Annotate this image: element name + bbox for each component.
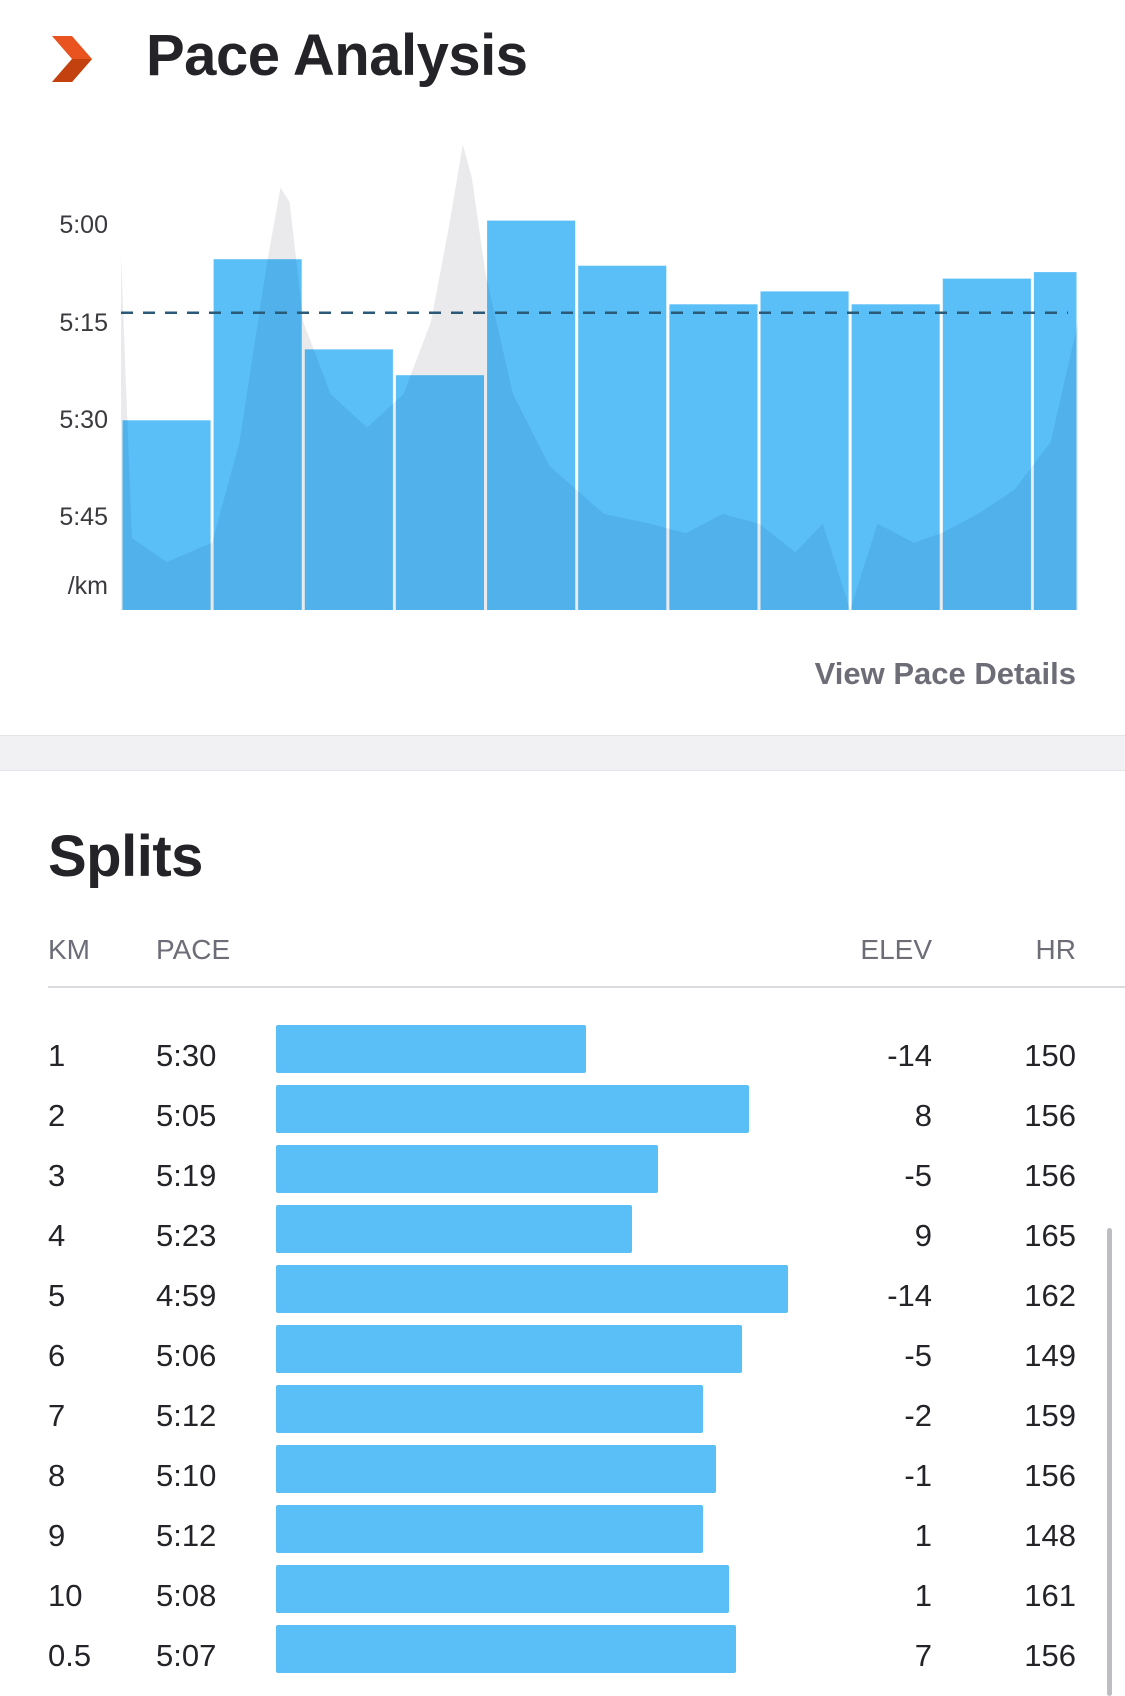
split-pace-bar	[276, 1145, 658, 1193]
y-tick-label: 5:45	[59, 503, 108, 531]
split-hr: 156	[1024, 1638, 1076, 1673]
split-elev: -2	[904, 1398, 932, 1433]
split-row: 5 4:59 -14 162	[0, 1265, 1125, 1325]
split-pace-bar	[276, 1445, 716, 1493]
view-pace-details-link[interactable]: View Pace Details	[814, 656, 1076, 691]
header-hr: HR	[1035, 934, 1076, 965]
pace-bar	[760, 291, 849, 610]
pace-bar	[942, 278, 1031, 610]
split-km: 0.5	[48, 1638, 92, 1673]
header-elev: ELEV	[860, 934, 932, 965]
split-pace-bar	[276, 1265, 788, 1313]
pace-analysis-section: Pace Analysis 5:00 5:15 5:30 5:45 /km Vi…	[0, 0, 1125, 735]
split-pace-bar	[276, 1385, 703, 1433]
split-elev: 8	[914, 1098, 932, 1133]
split-hr: 156	[1024, 1158, 1076, 1193]
pace-bar	[304, 349, 393, 610]
pace-chart	[121, 144, 1078, 610]
split-row: 1 5:30 -14 150	[0, 1025, 1125, 1085]
split-pace-bar	[276, 1205, 632, 1253]
split-pace: 5:05	[156, 1098, 217, 1133]
split-elev: 1	[914, 1578, 932, 1613]
split-pace: 5:19	[156, 1158, 217, 1193]
split-pace: 5:08	[156, 1578, 217, 1613]
scrollbar[interactable]	[1107, 1228, 1112, 1696]
split-km: 1	[48, 1038, 66, 1073]
pace-bar	[851, 304, 940, 610]
split-pace-bar	[276, 1325, 742, 1373]
split-pace: 5:12	[156, 1398, 217, 1433]
section-divider	[0, 735, 1125, 771]
strava-chevron-icon	[52, 36, 92, 82]
page-title: Pace Analysis	[146, 23, 528, 88]
split-hr: 156	[1024, 1458, 1076, 1493]
header-pace: PACE	[156, 934, 231, 965]
y-axis-unit-label: /km	[67, 572, 108, 600]
split-pace: 5:06	[156, 1338, 217, 1373]
pace-bar	[213, 259, 302, 610]
splits-title: Splits	[48, 824, 203, 889]
split-km: 5	[48, 1278, 66, 1313]
pace-bar	[395, 375, 484, 610]
split-km: 10	[48, 1578, 83, 1613]
split-elev: -5	[904, 1338, 932, 1373]
split-pace: 5:10	[156, 1458, 217, 1493]
pace-bar	[122, 420, 211, 610]
split-row: 3 5:19 -5 156	[0, 1145, 1125, 1205]
pace-bar	[1033, 272, 1077, 610]
split-pace: 5:12	[156, 1518, 217, 1553]
split-hr: 165	[1024, 1218, 1076, 1253]
pace-bar	[487, 220, 576, 610]
split-hr: 162	[1024, 1278, 1076, 1313]
split-hr: 161	[1024, 1578, 1076, 1613]
split-row: 2 5:05 8 156	[0, 1085, 1125, 1145]
split-row: 7 5:12 -2 159	[0, 1385, 1125, 1445]
split-elev: -1	[904, 1458, 932, 1493]
split-km: 7	[48, 1398, 66, 1433]
split-pace-bar	[276, 1625, 736, 1673]
split-elev: -5	[904, 1158, 932, 1193]
split-row: 9 5:12 1 148	[0, 1505, 1125, 1565]
split-row: 10 5:08 1 161	[0, 1565, 1125, 1625]
split-pace: 4:59	[156, 1278, 217, 1313]
split-elev: -14	[887, 1038, 932, 1073]
split-pace: 5:07	[156, 1638, 217, 1673]
split-hr: 150	[1024, 1038, 1076, 1073]
y-tick-label: 5:00	[59, 211, 108, 239]
split-pace-bar	[276, 1025, 586, 1073]
elevation-overlay	[122, 220, 1077, 610]
split-row: 4 5:23 9 165	[0, 1205, 1125, 1265]
split-row: 6 5:06 -5 149	[0, 1325, 1125, 1385]
splits-section: Splits KM PACE ELEV HR 1 5:30 -14 150 2 5:05 8…	[0, 771, 1125, 1696]
split-row: 8 5:10 -1 156	[0, 1445, 1125, 1505]
split-pace-bar	[276, 1505, 703, 1553]
split-pace: 5:23	[156, 1218, 217, 1253]
split-pace-bar	[276, 1565, 729, 1613]
split-hr: 159	[1024, 1398, 1076, 1433]
split-hr: 156	[1024, 1098, 1076, 1133]
split-hr: 149	[1024, 1338, 1076, 1373]
header-km: KM	[48, 934, 90, 965]
pace-bar	[669, 304, 758, 610]
split-hr: 148	[1024, 1518, 1076, 1553]
split-row: 0.5 5:07 7 156	[0, 1625, 1125, 1685]
split-km: 8	[48, 1458, 66, 1493]
split-km: 6	[48, 1338, 66, 1373]
split-km: 9	[48, 1518, 66, 1553]
split-pace-bar	[276, 1085, 749, 1133]
split-km: 2	[48, 1098, 66, 1133]
y-tick-label: 5:30	[59, 406, 108, 434]
split-elev: -14	[887, 1278, 932, 1313]
y-tick-label: 5:15	[59, 309, 108, 337]
split-pace: 5:30	[156, 1038, 217, 1073]
split-elev: 7	[914, 1638, 932, 1673]
split-elev: 1	[914, 1518, 932, 1553]
split-km: 3	[48, 1158, 66, 1193]
split-km: 4	[48, 1218, 66, 1253]
pace-bar	[578, 265, 667, 610]
split-elev: 9	[914, 1218, 932, 1253]
header-divider	[48, 986, 1125, 988]
